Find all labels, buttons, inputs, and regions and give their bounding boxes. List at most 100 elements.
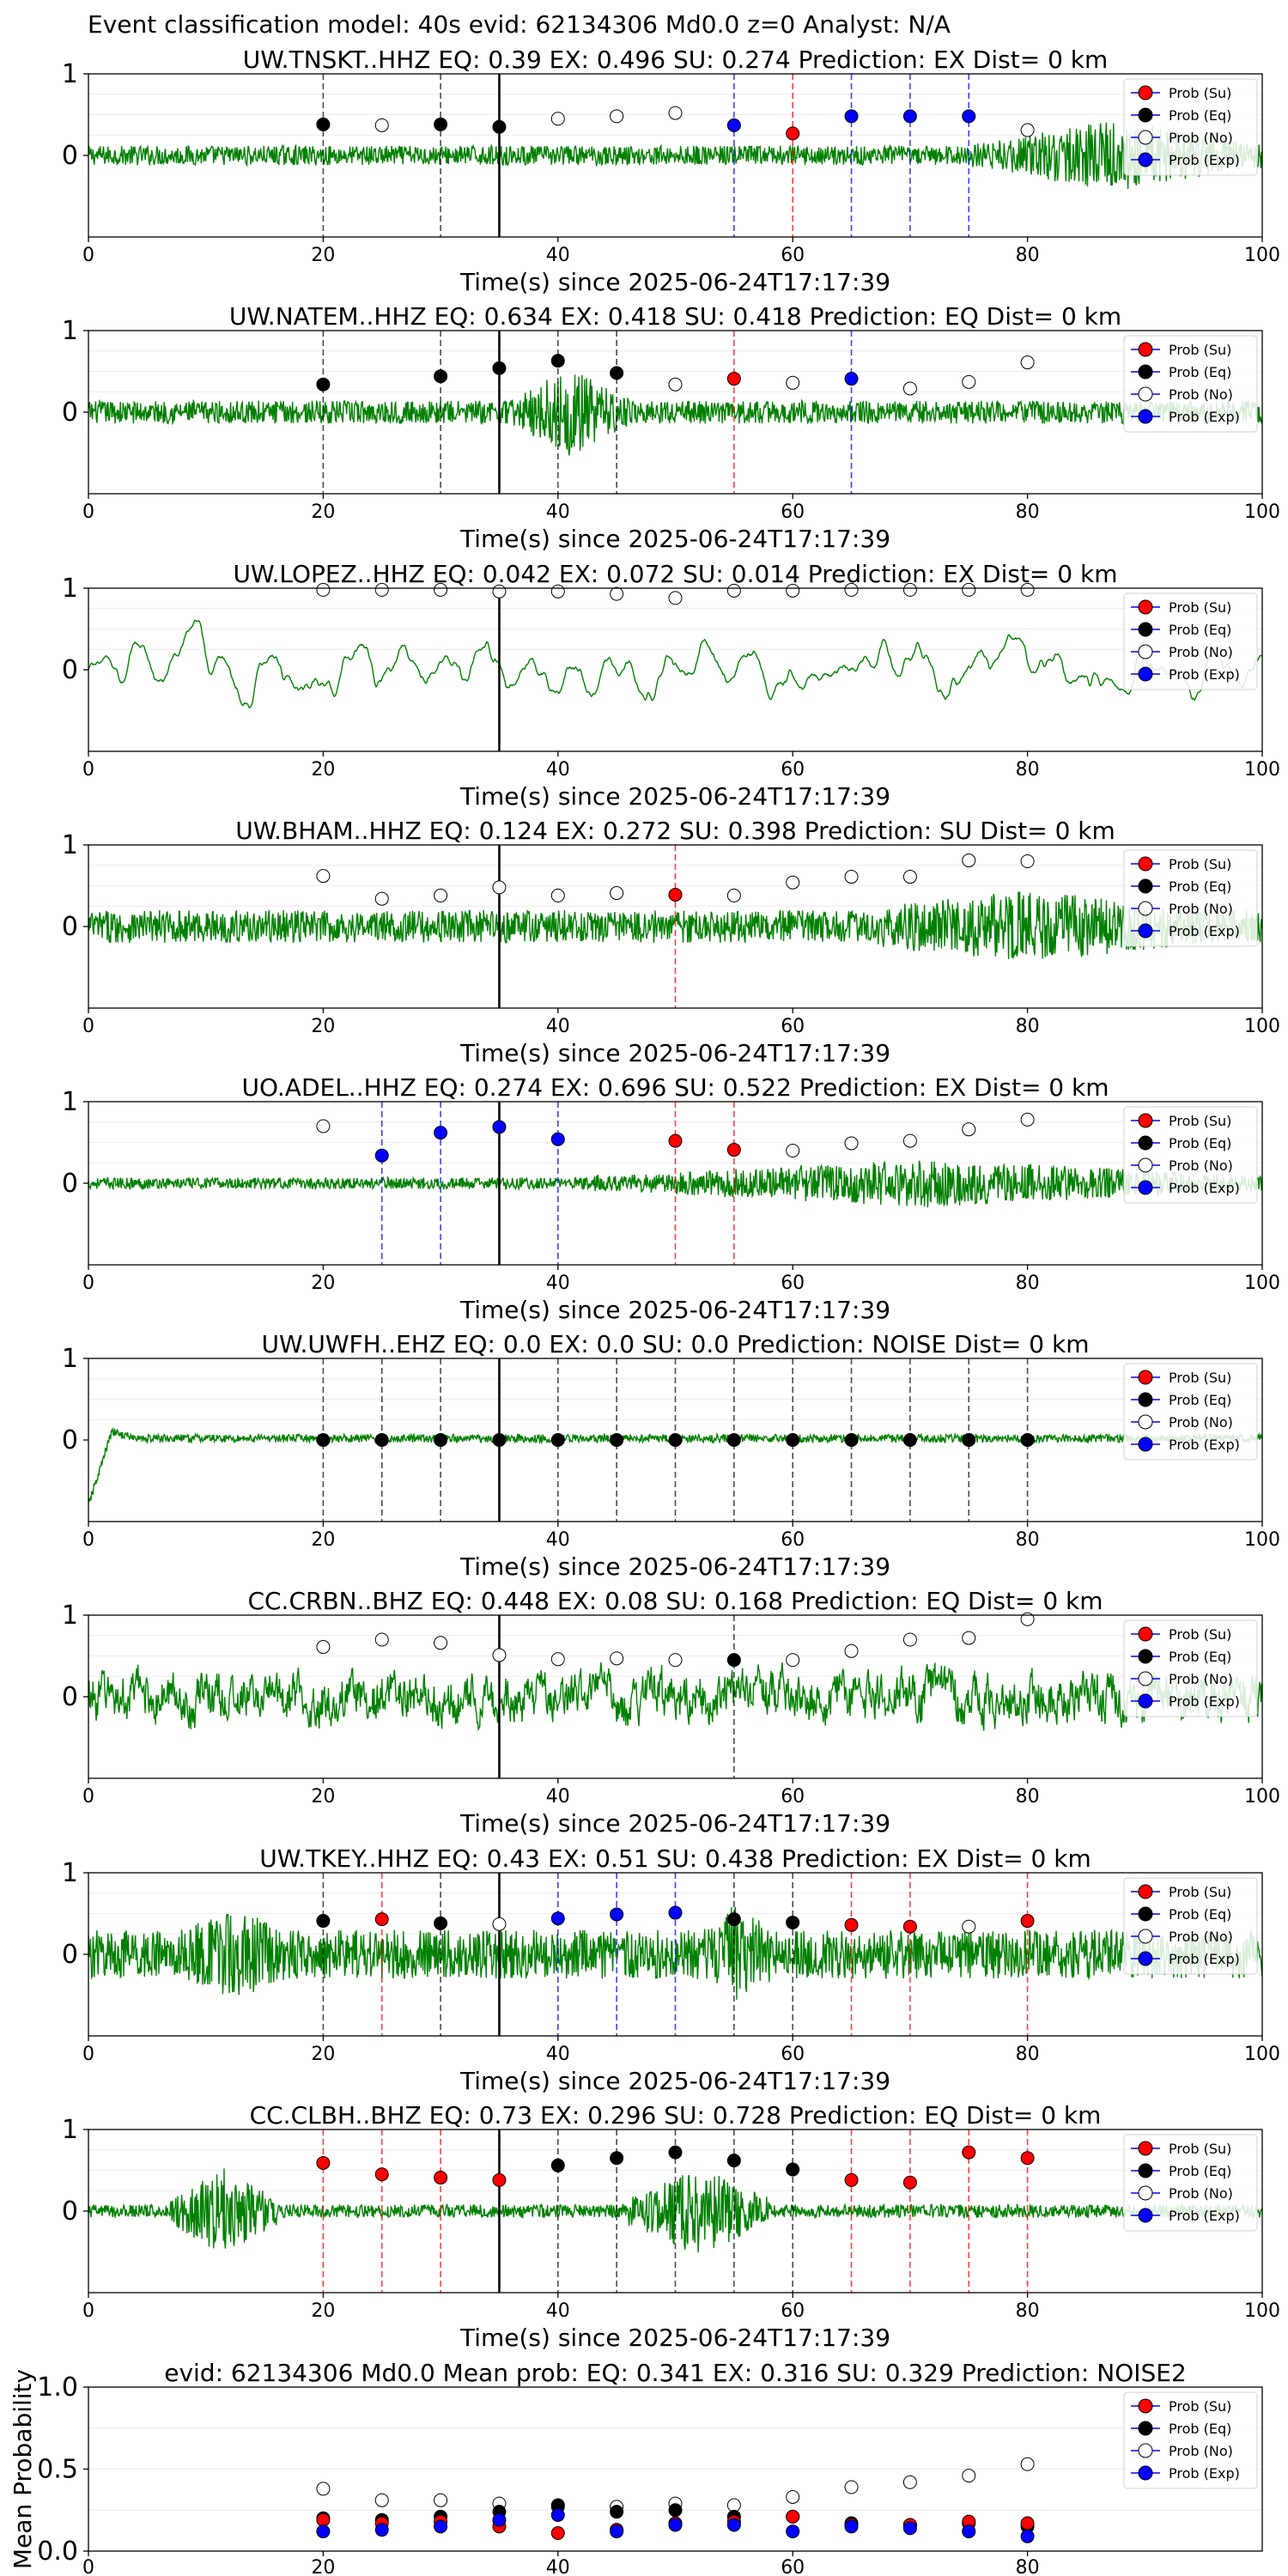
legend-box [1123,1619,1258,1717]
legend-label: Prob (Su) [1169,2141,1231,2157]
prob-point [844,1433,859,1447]
prob-point [316,1433,331,1447]
legend-label: Prob (Su) [1169,342,1231,358]
prob-point [786,583,800,598]
x-tick-label: 20 [311,759,335,781]
legend-marker [1138,644,1153,659]
mean-prob-point [550,2525,565,2540]
prob-point [610,586,624,601]
prob-point [726,1143,741,1157]
legend-marker [1138,386,1153,402]
legend-marker [1138,2208,1153,2223]
prob-point [902,2175,917,2190]
panel-title: evid: 62134306 Md0.0 Mean prob: EQ: 0.34… [164,2359,1187,2387]
x-axis-label: Time(s) since 2025-06-24T17:17:39 [459,782,890,811]
prob-point [786,375,800,390]
x-tick-label: 80 [1016,1529,1040,1551]
panel-3: UW.LOPEZ..HHZ EQ: 0.042 EX: 0.072 SU: 0.… [62,560,1280,811]
legend-box [1123,2134,1258,2232]
mean-prob-point [1020,2457,1035,2471]
prob-point [844,372,859,386]
panel-title: UW.UWFH..EHZ EQ: 0.0 EX: 0.0 SU: 0.0 Pre… [261,1330,1089,1358]
legend-label: Prob (Su) [1169,856,1231,872]
x-tick-label: 60 [781,2300,805,2322]
mean-prob-point [962,2469,976,2483]
prob-point [726,372,741,386]
legend-marker [1138,1693,1153,1709]
prob-point [786,2162,800,2177]
legend-label: Prob (Exp) [1169,1951,1240,1967]
legend-marker [1138,107,1153,123]
prob-point [668,887,683,902]
x-tick-label: 0 [82,2557,94,2576]
prob-point [374,2167,389,2182]
panel-6: UW.UWFH..EHZ EQ: 0.0 EX: 0.0 SU: 0.0 Pre… [62,1330,1280,1581]
x-tick-label: 20 [311,1273,335,1294]
legend-label: Prob (Exp) [1169,923,1240,939]
legend-marker [1138,152,1153,167]
legend-label: Prob (No) [1169,1671,1233,1687]
prob-point [316,1914,331,1929]
x-tick-label: 80 [1016,2557,1040,2576]
legend-marker [1138,2398,1153,2414]
prob-point [1020,123,1035,137]
prob-point [610,886,624,901]
prob-point [434,1636,448,1650]
prob-point [786,1653,800,1668]
prob-point [610,1433,624,1447]
y-tick-label: 1 [62,1601,78,1631]
x-tick-label: 40 [546,759,570,781]
prob-point [610,366,624,380]
prob-point [610,1907,624,1922]
legend-label: Prob (Exp) [1169,2208,1240,2224]
prob-point [726,1433,741,1447]
prob-point [726,1912,741,1927]
x-tick-label: 40 [546,2044,570,2065]
mean-prob-point [374,2523,389,2537]
prob-point [902,582,917,597]
prob-point [726,1653,741,1668]
prob-point [668,2145,683,2160]
x-tick-label: 40 [546,1529,570,1551]
legend-label: Prob (Eq) [1169,364,1231,380]
legend-label: Prob (Eq) [1169,622,1231,638]
x-axis-label: Time(s) since 2025-06-24T17:17:39 [459,1296,890,1324]
prob-point [844,870,859,884]
legend-marker [1138,666,1153,682]
x-tick-label: 80 [1016,2044,1040,2065]
legend-marker [1138,1626,1153,1642]
x-tick-label: 0 [82,759,94,781]
legend-box [1123,1363,1258,1461]
panel-8: UW.TKEY..HHZ EQ: 0.43 EX: 0.51 SU: 0.438… [62,1844,1280,2095]
waveform-line [88,1160,1263,1208]
y-tick-label: 0.0 [37,2537,78,2567]
legend-label: Prob (Eq) [1169,2421,1231,2437]
prob-point [434,1916,448,1930]
prob-point [668,1433,683,1447]
mean-prob-point [844,2519,859,2534]
x-tick-label: 40 [546,1016,570,1037]
x-tick-label: 80 [1016,1273,1040,1294]
x-tick-label: 20 [311,2300,335,2322]
prob-point [434,582,448,597]
legend-box [1123,2391,1258,2489]
legend-marker [1138,1392,1153,1407]
panel-2: UW.NATEM..HHZ EQ: 0.634 EX: 0.418 SU: 0.… [62,302,1280,553]
prob-point [434,1433,448,1447]
x-tick-label: 40 [546,501,570,523]
mean-prob-point [316,2512,331,2527]
legend-marker [1138,2163,1153,2178]
prob-point [786,126,800,141]
legend-marker [1138,599,1153,615]
legend-marker [1138,1157,1153,1173]
x-tick-label: 20 [311,1786,335,1807]
prob-point [550,1433,565,1447]
prob-point [492,119,507,134]
prob-point [962,582,976,597]
x-tick-label: 40 [546,1273,570,1294]
x-tick-label: 100 [1244,1529,1280,1551]
x-tick-label: 60 [781,2557,805,2576]
y-tick-label: 0 [62,1425,78,1455]
legend-marker [1138,923,1153,939]
